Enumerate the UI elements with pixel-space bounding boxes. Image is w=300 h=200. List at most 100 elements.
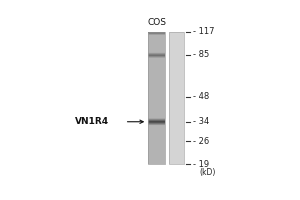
Bar xyxy=(148,45,165,46)
Bar xyxy=(148,150,165,151)
Bar xyxy=(148,115,165,116)
Bar xyxy=(148,71,165,72)
Bar xyxy=(169,81,184,82)
Bar xyxy=(169,34,184,35)
Bar xyxy=(148,122,165,123)
Bar xyxy=(148,53,165,54)
Text: - 34: - 34 xyxy=(193,117,209,126)
Bar xyxy=(148,99,165,100)
Bar xyxy=(148,76,165,77)
Bar xyxy=(169,48,184,49)
Bar xyxy=(148,143,165,144)
Bar xyxy=(148,48,165,49)
Bar xyxy=(169,144,184,145)
Bar xyxy=(148,105,165,106)
Bar xyxy=(169,123,184,124)
Bar xyxy=(148,51,165,52)
Bar xyxy=(169,150,184,151)
Bar xyxy=(169,92,184,93)
Bar xyxy=(169,151,184,152)
Bar xyxy=(148,158,165,159)
Bar xyxy=(169,49,184,50)
Bar xyxy=(169,118,184,119)
Bar xyxy=(148,139,165,140)
Text: (kD): (kD) xyxy=(199,168,215,177)
Bar xyxy=(169,36,184,37)
Bar xyxy=(169,73,184,74)
Bar xyxy=(169,142,184,143)
Bar xyxy=(169,84,184,85)
Bar xyxy=(148,67,165,68)
Bar xyxy=(169,32,184,33)
Bar xyxy=(169,39,184,40)
Bar xyxy=(169,86,184,87)
Bar xyxy=(169,59,184,60)
Bar xyxy=(148,124,165,125)
Bar xyxy=(148,57,165,58)
Bar xyxy=(169,157,184,158)
Bar xyxy=(148,83,165,84)
Bar xyxy=(148,163,165,164)
Text: VN1R4: VN1R4 xyxy=(75,117,109,126)
Bar xyxy=(148,116,165,117)
Bar xyxy=(148,85,165,86)
Bar xyxy=(169,46,184,47)
Bar xyxy=(148,151,165,152)
Bar xyxy=(169,101,184,102)
Bar xyxy=(169,96,184,97)
Bar xyxy=(148,141,165,142)
Bar xyxy=(148,147,165,148)
Bar xyxy=(169,53,184,54)
Bar xyxy=(169,44,184,45)
Bar xyxy=(169,40,184,41)
Bar xyxy=(169,126,184,127)
Bar xyxy=(148,69,165,70)
Bar xyxy=(169,79,184,80)
Bar xyxy=(169,134,184,135)
Bar xyxy=(169,71,184,72)
Bar xyxy=(148,36,165,37)
Bar xyxy=(148,49,165,50)
Bar xyxy=(148,47,165,48)
Bar xyxy=(169,82,184,83)
Bar xyxy=(148,32,165,33)
Bar xyxy=(148,80,165,81)
Bar xyxy=(169,56,184,57)
Bar xyxy=(148,135,165,136)
Bar xyxy=(169,135,184,136)
Bar xyxy=(148,94,165,95)
Bar xyxy=(169,138,184,139)
Bar xyxy=(148,113,165,114)
Bar xyxy=(169,127,184,128)
Bar xyxy=(148,96,165,97)
Bar xyxy=(169,94,184,95)
Bar xyxy=(169,122,184,123)
Bar xyxy=(169,99,184,100)
Bar xyxy=(169,35,184,36)
Bar xyxy=(148,89,165,90)
Bar xyxy=(169,108,184,109)
Bar xyxy=(148,46,165,47)
Bar xyxy=(148,40,165,41)
Bar xyxy=(148,125,165,126)
Bar xyxy=(148,97,165,98)
Bar xyxy=(169,76,184,77)
Bar xyxy=(148,68,165,69)
Bar xyxy=(148,42,165,43)
Text: COS: COS xyxy=(147,18,166,27)
Bar xyxy=(148,95,165,96)
Bar xyxy=(148,101,165,102)
Bar xyxy=(169,139,184,140)
Bar xyxy=(169,140,184,141)
Bar xyxy=(148,103,165,104)
Bar xyxy=(148,149,165,150)
Bar xyxy=(169,162,184,163)
Bar xyxy=(169,154,184,155)
Bar xyxy=(169,58,184,59)
Text: - 48: - 48 xyxy=(193,92,209,101)
Bar xyxy=(148,154,165,155)
Bar xyxy=(148,145,165,146)
Bar xyxy=(169,156,184,157)
Bar xyxy=(148,152,165,153)
Bar xyxy=(148,38,165,39)
